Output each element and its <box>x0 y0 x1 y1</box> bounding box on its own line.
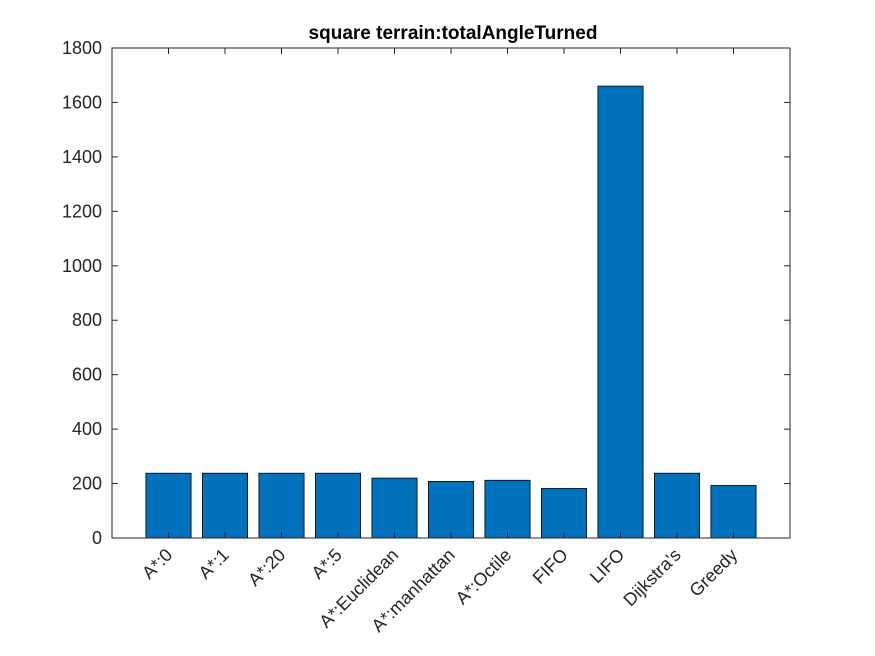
y-tick-label: 1800 <box>62 38 102 58</box>
x-tick-label: Greedy <box>685 545 741 601</box>
bar <box>371 477 418 539</box>
y-tick-label: 1000 <box>62 256 102 276</box>
x-tick-label: A*:0 <box>138 545 176 583</box>
bar <box>541 488 588 539</box>
bar <box>201 472 248 539</box>
chart-title: square terrain:totalAngleTurned <box>309 23 598 44</box>
y-tick-label: 200 <box>72 474 102 494</box>
bar <box>654 472 701 539</box>
bar <box>145 472 192 539</box>
x-tick-label: Dijkstra's <box>619 545 684 610</box>
y-tick-label: 1200 <box>62 201 102 221</box>
y-tick-label: 600 <box>72 365 102 385</box>
x-tick-label: FIFO <box>529 545 572 588</box>
bar <box>484 479 531 539</box>
bar <box>427 480 474 539</box>
bar <box>710 485 757 539</box>
plot-box <box>111 47 791 539</box>
bar <box>314 472 361 539</box>
y-tick-label: 400 <box>72 419 102 439</box>
x-tick-label: A*:5 <box>308 545 346 583</box>
x-tick-label: A*:20 <box>244 545 289 590</box>
bar <box>258 472 305 539</box>
bar <box>597 85 644 539</box>
x-tick-label: A*:1 <box>195 545 233 583</box>
x-tick-label: LIFO <box>586 545 628 587</box>
y-tick-label: 0 <box>92 528 102 548</box>
y-tick-label: 1400 <box>62 147 102 167</box>
y-tick-label: 1600 <box>62 92 102 112</box>
x-tick-label: A*:Octile <box>452 545 516 609</box>
y-tick-label: 800 <box>72 310 102 330</box>
